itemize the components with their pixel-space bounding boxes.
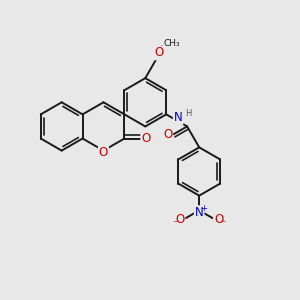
Text: N: N: [174, 111, 182, 124]
Text: CH₃: CH₃: [163, 39, 180, 48]
Text: +: +: [200, 203, 207, 212]
Text: O: O: [141, 132, 151, 145]
Text: ⁻: ⁻: [172, 218, 179, 231]
Text: O: O: [175, 213, 184, 226]
Text: O: O: [154, 46, 164, 59]
Text: O: O: [163, 128, 172, 141]
Text: O: O: [99, 146, 108, 159]
Text: ⁻: ⁻: [219, 218, 226, 231]
Text: N: N: [195, 206, 204, 219]
Text: H: H: [185, 110, 192, 118]
Text: O: O: [214, 213, 223, 226]
